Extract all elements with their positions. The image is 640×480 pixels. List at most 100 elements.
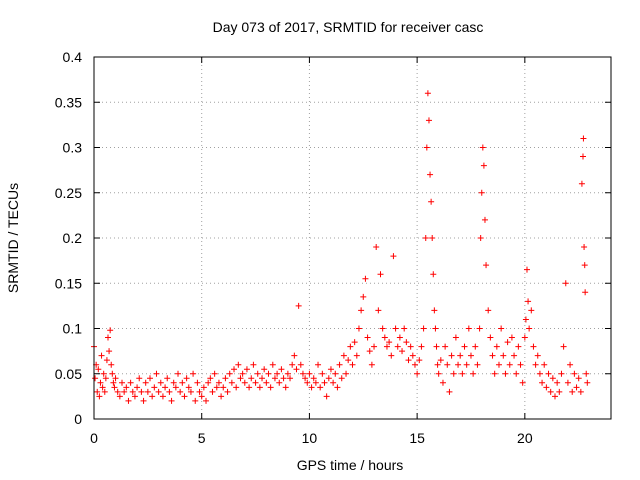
data-point bbox=[428, 198, 435, 205]
data-point bbox=[265, 370, 272, 377]
data-point bbox=[198, 393, 205, 400]
data-point bbox=[355, 325, 362, 332]
data-point bbox=[506, 361, 513, 368]
data-point bbox=[194, 379, 201, 386]
data-point bbox=[295, 302, 302, 309]
data-point bbox=[434, 361, 441, 368]
data-point bbox=[522, 316, 529, 323]
x-tick-label: 15 bbox=[409, 430, 425, 446]
data-point bbox=[429, 235, 436, 241]
data-point bbox=[250, 361, 257, 368]
data-point bbox=[573, 384, 580, 391]
data-point bbox=[233, 384, 240, 391]
data-point bbox=[383, 343, 390, 350]
data-point bbox=[414, 370, 421, 377]
data-point bbox=[351, 339, 358, 346]
data-point bbox=[278, 366, 285, 373]
data-point bbox=[211, 370, 218, 377]
data-point bbox=[405, 357, 412, 364]
data-point bbox=[459, 370, 466, 377]
data-point bbox=[151, 384, 158, 391]
data-point bbox=[269, 361, 276, 368]
data-point bbox=[347, 343, 354, 350]
data-point bbox=[213, 384, 220, 391]
data-point bbox=[207, 375, 214, 382]
x-tick-label: 5 bbox=[198, 430, 206, 446]
data-point bbox=[317, 384, 324, 391]
data-point bbox=[530, 343, 537, 350]
data-point bbox=[332, 370, 339, 377]
data-point bbox=[196, 388, 203, 395]
data-point bbox=[108, 361, 115, 368]
y-tick-label: 0.35 bbox=[55, 94, 82, 110]
data-point bbox=[164, 375, 171, 382]
data-point bbox=[472, 343, 479, 350]
data-point bbox=[302, 375, 309, 382]
data-point bbox=[541, 361, 548, 368]
data-point bbox=[319, 370, 326, 377]
data-point bbox=[127, 379, 134, 386]
data-point bbox=[424, 90, 431, 97]
data-point bbox=[478, 189, 485, 196]
y-axis-label: SRMTID / TECUs bbox=[5, 183, 21, 293]
data-point bbox=[495, 361, 502, 368]
data-point bbox=[162, 384, 169, 391]
data-point bbox=[284, 370, 291, 377]
data-point bbox=[439, 379, 446, 386]
data-point bbox=[409, 352, 416, 359]
data-point bbox=[175, 370, 182, 377]
data-point bbox=[218, 393, 225, 400]
data-point bbox=[131, 393, 138, 400]
data-point bbox=[513, 370, 520, 377]
data-point bbox=[327, 366, 334, 373]
data-point bbox=[422, 235, 429, 241]
data-point bbox=[149, 393, 156, 400]
x-axis-label: GPS time / hours bbox=[297, 457, 404, 473]
data-point bbox=[282, 384, 289, 391]
data-point bbox=[403, 339, 410, 346]
data-point bbox=[381, 334, 388, 341]
data-point bbox=[200, 384, 207, 391]
data-point bbox=[463, 361, 470, 368]
data-point bbox=[102, 375, 109, 382]
data-point bbox=[528, 307, 535, 314]
data-point bbox=[291, 352, 298, 359]
data-point bbox=[315, 361, 322, 368]
y-tick-label: 0.25 bbox=[55, 185, 82, 201]
data-point bbox=[534, 352, 541, 359]
y-tick-label: 0.15 bbox=[55, 275, 82, 291]
data-point bbox=[543, 384, 550, 391]
data-point bbox=[517, 361, 524, 368]
data-point bbox=[525, 298, 532, 305]
data-point bbox=[569, 388, 576, 395]
data-point bbox=[476, 325, 483, 332]
data-point bbox=[411, 361, 418, 368]
data-point bbox=[396, 334, 403, 341]
data-point bbox=[114, 388, 121, 395]
data-point bbox=[254, 370, 261, 377]
data-point bbox=[448, 352, 455, 359]
data-point bbox=[109, 370, 116, 377]
data-point bbox=[187, 388, 194, 395]
data-point bbox=[371, 343, 378, 350]
data-point bbox=[536, 370, 543, 377]
data-point bbox=[519, 379, 526, 386]
data-point bbox=[106, 348, 113, 355]
data-point bbox=[166, 388, 173, 395]
data-point bbox=[549, 375, 556, 382]
data-point bbox=[480, 162, 487, 169]
data-point bbox=[153, 370, 160, 377]
data-point bbox=[487, 334, 494, 341]
data-point bbox=[584, 379, 591, 386]
data-point bbox=[92, 375, 99, 382]
data-point bbox=[521, 334, 528, 341]
data-point bbox=[172, 384, 179, 391]
y-tick-label: 0.4 bbox=[63, 49, 83, 65]
data-point bbox=[579, 153, 586, 160]
data-point bbox=[493, 343, 500, 350]
data-point bbox=[386, 339, 393, 346]
data-point bbox=[293, 366, 300, 373]
data-point bbox=[455, 361, 462, 368]
